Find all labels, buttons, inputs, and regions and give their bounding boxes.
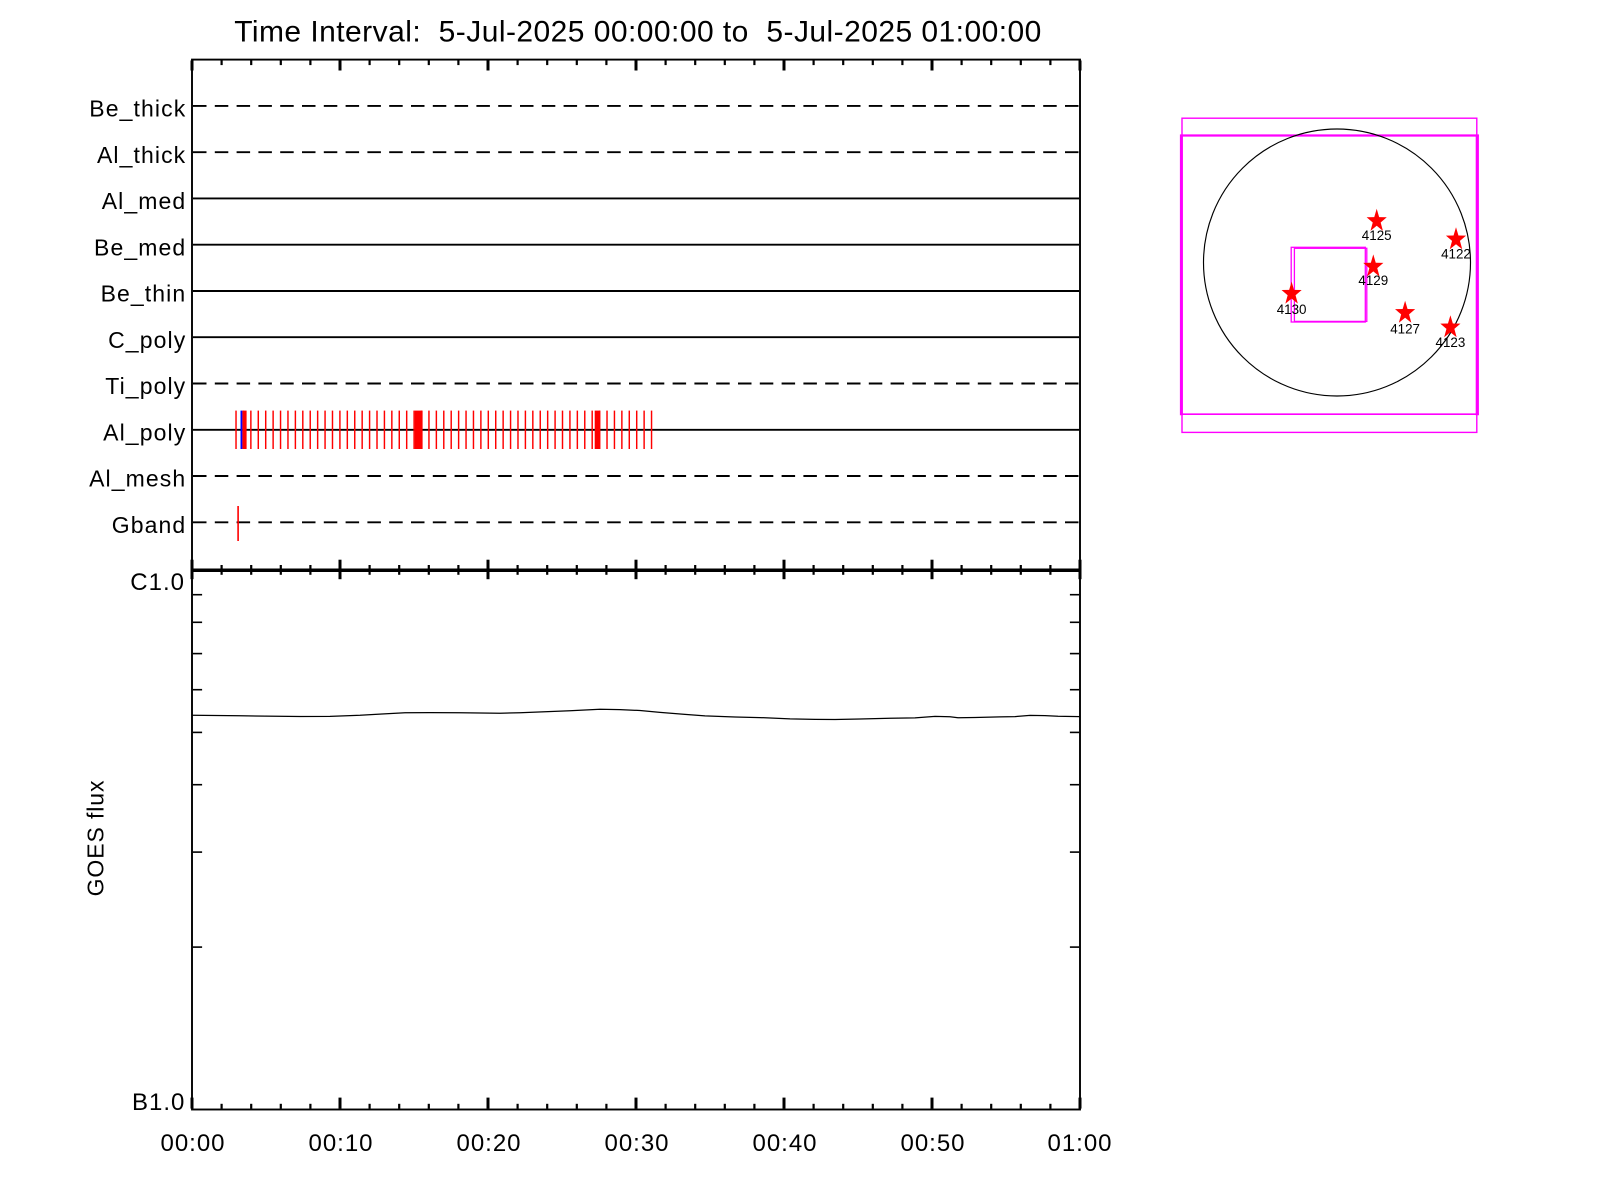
svg-text:00:30: 00:30 xyxy=(604,1130,669,1157)
svg-text:GOES flux: GOES flux xyxy=(83,780,109,897)
svg-text:00:20: 00:20 xyxy=(456,1130,521,1157)
svg-text:01:00: 01:00 xyxy=(1047,1130,1112,1157)
svg-text:Ti_poly: Ti_poly xyxy=(105,373,186,399)
svg-text:B1.0: B1.0 xyxy=(132,1089,185,1116)
svg-text:Al_med: Al_med xyxy=(102,188,187,214)
svg-text:4129: 4129 xyxy=(1358,273,1388,288)
svg-text:00:00: 00:00 xyxy=(160,1130,225,1157)
svg-text:Be_thin: Be_thin xyxy=(101,281,187,307)
svg-text:Al_mesh: Al_mesh xyxy=(89,466,186,492)
svg-text:00:40: 00:40 xyxy=(752,1130,817,1157)
svg-text:Gband: Gband xyxy=(112,512,187,538)
svg-text:4125: 4125 xyxy=(1362,228,1392,243)
svg-text:4123: 4123 xyxy=(1436,335,1466,350)
svg-text:00:10: 00:10 xyxy=(308,1130,373,1157)
svg-text:4127: 4127 xyxy=(1390,322,1420,337)
svg-text:C_poly: C_poly xyxy=(108,327,186,353)
svg-text:4122: 4122 xyxy=(1441,247,1471,262)
svg-text:Al_thick: Al_thick xyxy=(97,142,186,168)
svg-text:Time Interval: 5-Jul-2025 00:: Time Interval: 5-Jul-2025 00:00:00 to 5-… xyxy=(234,16,1042,49)
svg-text:4130: 4130 xyxy=(1277,302,1307,317)
svg-text:Be_thick: Be_thick xyxy=(89,96,186,122)
svg-text:Be_med: Be_med xyxy=(94,234,186,260)
svg-text:C1.0: C1.0 xyxy=(130,569,185,596)
svg-text:Al_poly: Al_poly xyxy=(103,420,186,446)
svg-text:00:50: 00:50 xyxy=(900,1130,965,1157)
